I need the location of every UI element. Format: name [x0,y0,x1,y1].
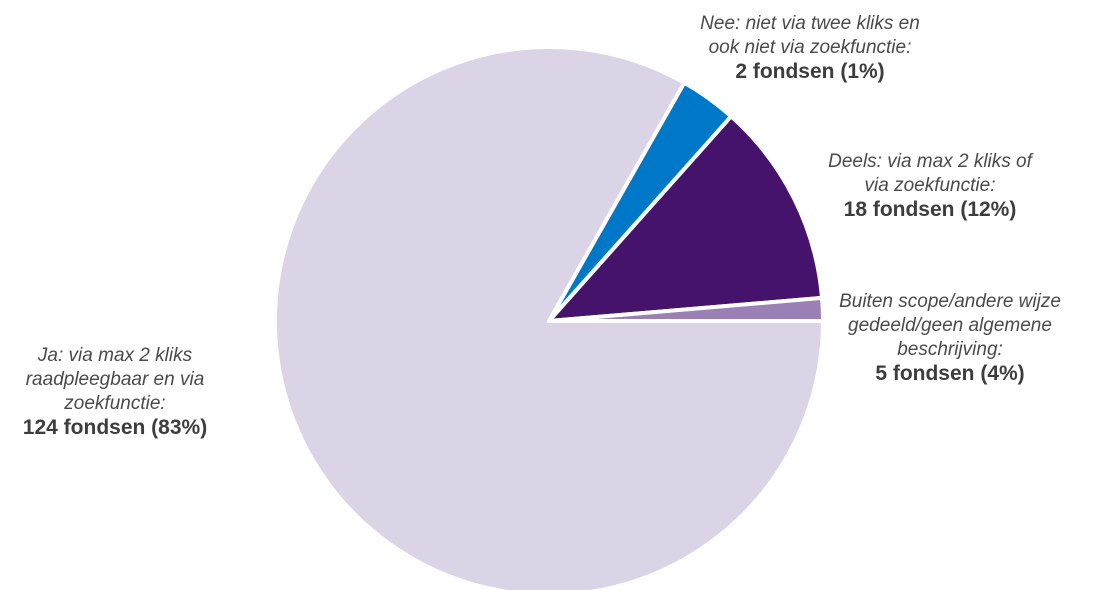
slice-label-ja-count: 124 fondsen (83%) [22,416,208,439]
slice-label-ja-line-2: raadpleegbaar en via [25,369,205,390]
slice-label-buiten-scope-line-1: Buiten scope/andere wijze [839,291,1061,312]
slice-label-buiten-scope: Buiten scope/andere wijze gedeeld/geen a… [800,290,1100,386]
slice-label-ja-line-3: zoekfunctie: [64,393,166,414]
slice-label-deels-line-2: via zoekfunctie: [864,175,996,196]
slice-label-deels-line-1: Deels: via max 2 kliks of [828,151,1032,172]
pie-slice-nee [547,295,826,323]
slice-label-nee-count: 2 fondsen (1%) [735,60,885,83]
pie-slice-deels [547,114,825,323]
slice-label-deels-count: 18 fondsen (12%) [843,198,1017,221]
pie-slices [273,45,826,590]
slice-label-ja: Ja: via max 2 kliks raadpleegbaar en via… [0,344,230,440]
slice-label-ja-line-1: Ja: via max 2 kliks [37,345,193,366]
slice-label-buiten-scope-count: 5 fondsen (4%) [875,362,1025,385]
slice-label-deels: Deels: via max 2 kliks of via zoekfuncti… [815,150,1045,222]
slice-label-nee: Nee: niet via twee kliks en ook niet via… [680,12,940,84]
slice-label-buiten-scope-line-2: gedeeld/geen algemene [848,315,1052,336]
slice-label-nee-line-2: ook niet via zoekfunctie: [708,37,912,58]
slice-label-nee-line-1: Nee: niet via twee kliks en [700,13,920,34]
slice-label-buiten-scope-line-3: beschrijving: [897,339,1003,360]
